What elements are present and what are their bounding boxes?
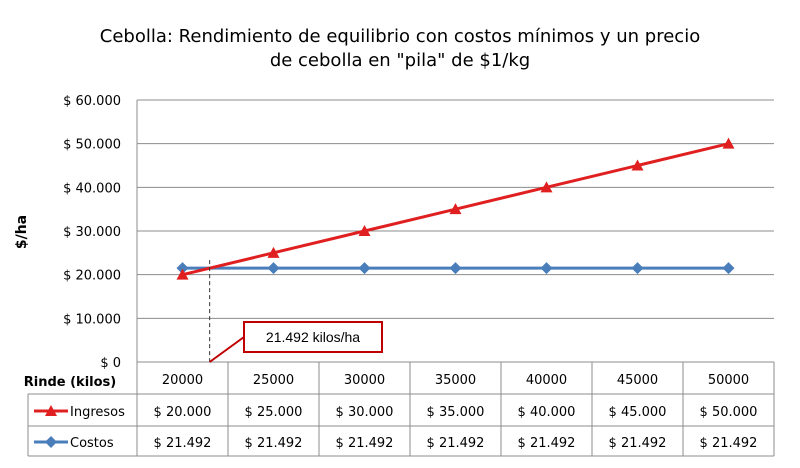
data-point-costos (267, 262, 280, 275)
data-point-ingresos (449, 203, 462, 215)
data-table-value: $ 21.492 (245, 436, 303, 451)
data-point-costos (358, 262, 371, 275)
data-table-value: $ 25.000 (245, 405, 303, 420)
series-layer (176, 137, 735, 280)
data-table-value: $ 21.492 (336, 436, 394, 451)
data-point-ingresos (267, 246, 280, 258)
y-tick-label: $ 50.000 (63, 138, 121, 153)
chart-title-line2: de cebolla en "pila" de $1/kg (270, 50, 530, 71)
y-tick-label: $ 0 (100, 356, 121, 371)
data-point-ingresos (722, 137, 735, 149)
data-table-value: $ 30.000 (336, 405, 394, 420)
data-point-ingresos (176, 268, 189, 280)
y-tick-label: $ 40.000 (63, 181, 121, 196)
data-point-costos (176, 262, 189, 275)
annotation-layer: 21.492 kilos/ha (209, 260, 383, 363)
data-table-value: $ 50.000 (700, 405, 758, 420)
data-table-value: $ 21.492 (700, 436, 758, 451)
data-table-value: $ 45.000 (609, 405, 667, 420)
y-tick-label: $ 60.000 (63, 94, 121, 109)
legend-marker (45, 405, 57, 416)
data-table-value: $ 40.000 (518, 405, 576, 420)
x-tick-label: 20000 (162, 373, 203, 388)
x-tick-label: 35000 (435, 373, 476, 388)
data-point-ingresos (631, 159, 644, 171)
legend-label: Costos (70, 436, 114, 451)
data-table-value: $ 21.492 (154, 436, 212, 451)
annotation-box (243, 321, 383, 353)
annotation-text: 21.492 kilos/ha (266, 329, 360, 345)
x-axis-label: Rinde (kilos) (24, 375, 116, 390)
x-tick-label: 25000 (253, 373, 294, 388)
gridlines (137, 99, 774, 319)
y-tick-label: $ 20.000 (63, 269, 121, 284)
x-tick-label: 45000 (617, 373, 658, 388)
data-point-costos (449, 262, 462, 275)
legend-label: Ingresos (70, 405, 125, 420)
y-tick-label: $ 10.000 (63, 312, 121, 327)
data-table-grid (27, 100, 775, 457)
data-point-costos (631, 262, 644, 275)
data-table-value: $ 21.492 (609, 436, 667, 451)
y-axis-ticks: $ 0 $ 10.000 $ 20.000 $ 30.000 $ 40.000 $ 50.… (63, 94, 121, 371)
data-table-value: $ 20.000 (154, 405, 212, 420)
annotation-pointer (209, 336, 245, 363)
data-table-value: $ 35.000 (427, 405, 485, 420)
chart-title-line1: Cebolla: Rendimiento de equilibrio con c… (100, 26, 700, 47)
data-table-value: $ 21.492 (518, 436, 576, 451)
data-point-costos (722, 262, 735, 275)
x-tick-label: 40000 (526, 373, 567, 388)
data-point-ingresos (358, 225, 371, 236)
legend-marker (45, 436, 57, 448)
data-point-costos (540, 262, 553, 275)
x-tick-label: 30000 (344, 373, 385, 388)
y-tick-label: $ 30.000 (63, 225, 121, 240)
data-table-value: $ 21.492 (427, 436, 485, 451)
y-axis-label: $/ha (14, 215, 30, 249)
data-table-cells: 20000 25000 30000 35000 40000 45000 50000 Ingre… (34, 373, 757, 451)
x-tick-label: 50000 (708, 373, 749, 388)
data-point-ingresos (540, 181, 553, 193)
